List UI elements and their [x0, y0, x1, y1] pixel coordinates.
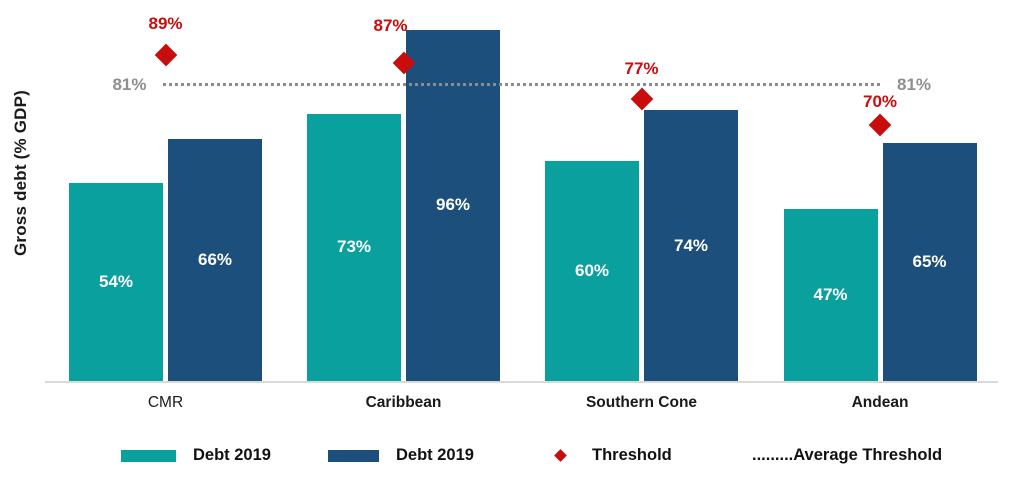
bar-value-label: 96%: [435, 195, 471, 215]
bar-value-label: 65%: [912, 252, 947, 272]
threshold-label-cmr: 89%: [148, 14, 183, 34]
bar-debt-2019-blue-cmr: 66%: [168, 139, 262, 381]
x-axis-line: [45, 381, 998, 383]
category-label-caribbean: Caribbean: [365, 394, 442, 411]
bar-value-label: 54%: [98, 272, 134, 292]
bar-debt-2019-teal-caribbean: 73%: [307, 113, 401, 381]
threshold-diamond-andean: [868, 113, 892, 137]
category-label-southern-cone: Southern Cone: [585, 394, 698, 411]
bar-value-label: 66%: [197, 250, 233, 270]
average-threshold-label-right: 81%: [897, 74, 932, 94]
category-label-andean: Andean: [851, 394, 909, 411]
bar-debt-2019-blue-southern-cone: 74%: [644, 110, 738, 381]
bar-value-label: 60%: [574, 261, 610, 281]
threshold-label-southern-cone: 77%: [624, 59, 659, 79]
bar-value-label: 47%: [813, 284, 848, 304]
bar-debt-2019-teal-andean: 47%: [783, 208, 878, 381]
category-label-cmr: CMR: [147, 394, 184, 411]
bar-debt-2019-blue-andean: 65%: [882, 143, 977, 381]
average-threshold-label-left: 81%: [112, 74, 147, 94]
bar-debt-2019-teal-cmr: 54%: [69, 183, 163, 381]
threshold-label-caribbean: 87%: [373, 15, 408, 35]
bar-value-label: 74%: [673, 235, 709, 255]
bar-debt-2019-blue-caribbean: 96%: [406, 29, 500, 381]
bar-value-label: 73%: [336, 237, 372, 257]
bar-debt-2019-teal-southern-cone: 60%: [545, 161, 639, 381]
threshold-label-andean: 70%: [862, 91, 898, 111]
average-threshold-line: [162, 83, 880, 87]
threshold-diamond-southern-cone: [630, 87, 653, 111]
threshold-diamond-cmr: [154, 43, 177, 67]
